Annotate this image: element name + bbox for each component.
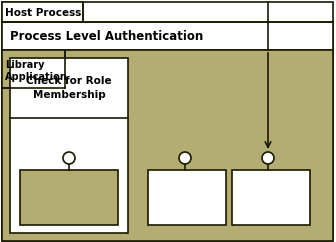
Bar	[2, 50, 333, 241]
Text: Check for Role
Membership: Check for Role Membership	[26, 76, 112, 100]
Text: Library
Application: Library Application	[5, 60, 68, 82]
Bar	[2, 50, 65, 88]
Bar	[20, 170, 118, 225]
Bar	[2, 2, 83, 22]
Text: Host Process: Host Process	[5, 8, 81, 18]
Circle shape	[63, 152, 75, 164]
Bar	[148, 170, 226, 225]
Circle shape	[179, 152, 191, 164]
Bar	[2, 22, 333, 50]
Text: Process Level Authentication: Process Level Authentication	[10, 30, 203, 43]
Bar	[10, 58, 128, 233]
Bar	[232, 170, 310, 225]
Circle shape	[262, 152, 274, 164]
